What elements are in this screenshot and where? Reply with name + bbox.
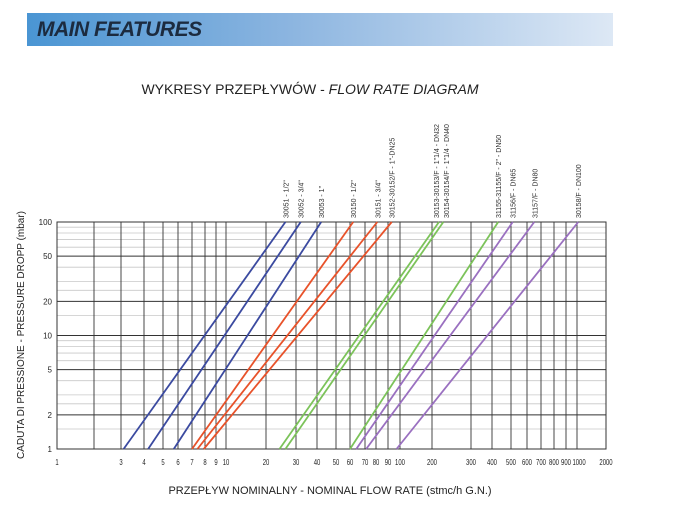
x-tick-label: 8 <box>203 458 207 467</box>
x-tick-label: 600 <box>522 458 532 467</box>
x-tick-label: 100 <box>395 458 405 467</box>
x-tick-label: 500 <box>506 458 516 467</box>
x-tick-label: 300 <box>466 458 476 467</box>
series-label: 30152-30152/F - 1"-DN25 <box>390 138 397 218</box>
x-tick-label: 3 <box>119 458 123 467</box>
x-tick-label: 2000 <box>599 458 613 467</box>
x-tick-label: 20 <box>263 458 270 467</box>
x-tick-label: 5 <box>161 458 165 467</box>
grid <box>56 221 607 450</box>
y-tick-label: 100 <box>39 218 53 227</box>
x-tick-label: 1000 <box>572 458 586 467</box>
series-line <box>191 221 354 450</box>
chart-title-plain: WYKRESY PRZEPŁYWÓW - <box>141 81 329 97</box>
y-tick-label: 20 <box>43 297 52 306</box>
series-labels: 30051 - 1/2" 30052 - 3/4" 30053 - 1" 30150 … <box>283 124 583 218</box>
chart-title-italic: FLOW RATE DIAGRAM <box>328 81 479 97</box>
series-line <box>355 221 514 450</box>
series-line <box>147 221 302 450</box>
chart-title: WYKRESY PRZEPŁYWÓW - FLOW RATE DIAGRAM <box>0 81 620 97</box>
series-line <box>173 221 322 450</box>
y-tick-label: 1 <box>48 445 53 454</box>
x-tick-label: 90 <box>385 458 392 467</box>
series-line <box>284 221 445 450</box>
series-label: 30052 - 3/4" <box>299 180 306 218</box>
series-label: 31156/F - DN65 <box>511 169 518 218</box>
x-tick-label: 40 <box>314 458 321 467</box>
x-tick-label: 7 <box>190 458 194 467</box>
y-tick-label: 50 <box>43 252 52 261</box>
series-line <box>122 221 287 450</box>
plot-frame <box>56 221 607 450</box>
series-label: 30153-30153/F - 1"1/4 - DN32 <box>434 124 441 218</box>
series-line <box>196 221 378 450</box>
x-tick-label: 4 <box>142 458 146 467</box>
x-tick-label: 700 <box>536 458 546 467</box>
x-tick-label: 9 <box>214 458 218 467</box>
x-tick-label: 60 <box>347 458 354 467</box>
series-line <box>365 221 535 450</box>
series-label: 31155-31155/F - 2" - DN50 <box>496 135 503 218</box>
series-lines <box>122 221 579 450</box>
series-line <box>349 221 499 450</box>
x-tick-label: 900 <box>561 458 571 467</box>
y-tick-label: 5 <box>48 366 53 375</box>
x-tick-label: 800 <box>549 458 559 467</box>
y-axis-label: CADUTA DI PRESSIONE - PRESSURE DROPP (mb… <box>16 211 27 459</box>
section-title: MAIN FEATURES <box>37 18 202 41</box>
series-label: 30150 - 1/2" <box>351 180 358 218</box>
series-label: 30053 - 1" <box>319 185 326 218</box>
series-line <box>395 221 579 450</box>
series-label: 30051 - 1/2" <box>283 180 290 218</box>
series-line <box>203 221 393 450</box>
series-line <box>278 221 440 450</box>
x-tick-label: 1 <box>55 458 59 467</box>
y-tick-label: 10 <box>43 332 52 341</box>
x-tick-label: 400 <box>487 458 497 467</box>
series-label: 30154-30154/F - 1"1/4 - DN40 <box>444 124 451 218</box>
x-tick-label: 80 <box>373 458 380 467</box>
x-axis-label: PRZEPŁYW NOMINALNY - NOMINAL FLOW RATE (… <box>168 485 492 497</box>
x-tick-label: 50 <box>333 458 340 467</box>
series-label: 30151 - 3/4" <box>375 180 382 218</box>
section-header: MAIN FEATURES <box>27 13 613 46</box>
y-tick-label: 2 <box>48 411 53 420</box>
x-tick-label: 70 <box>362 458 369 467</box>
x-tick-label: 10 <box>223 458 230 467</box>
x-tick-label: 30 <box>293 458 300 467</box>
series-label: 30158/F - DN100 <box>576 164 583 218</box>
x-tick-label: 6 <box>176 458 180 467</box>
tick-labels: 1 3 4 5 6 7 8 9 10 20 30 40 50 60 70 80 90 100 200 300 400 50… <box>39 218 613 467</box>
x-tick-label: 200 <box>427 458 437 467</box>
series-label: 31157/F - DN80 <box>532 169 539 218</box>
